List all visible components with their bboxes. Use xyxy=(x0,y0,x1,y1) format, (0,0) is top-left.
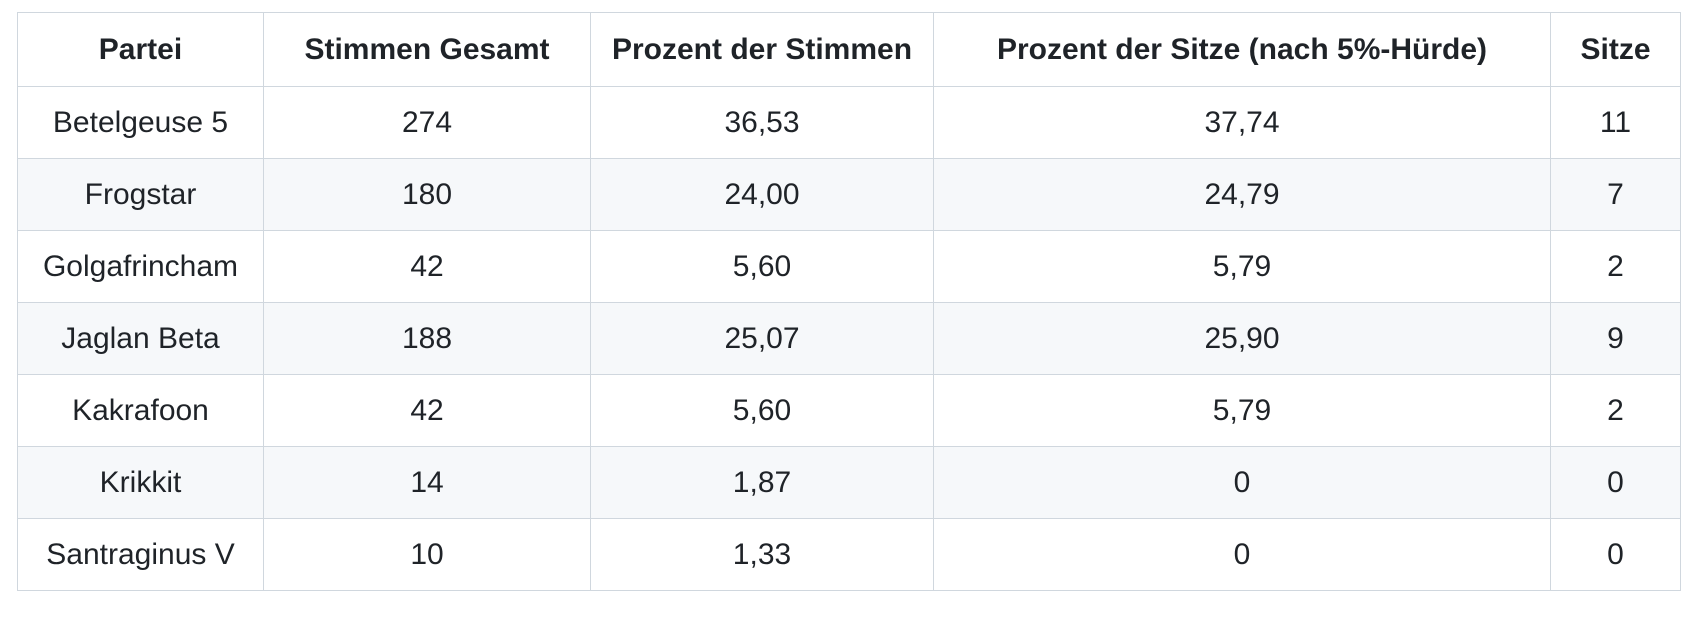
table-row: Santraginus V 10 1,33 0 0 xyxy=(17,518,1681,591)
cell-sitze: 2 xyxy=(1550,374,1681,447)
cell-partei: Frogstar xyxy=(17,158,264,231)
cell-partei: Santraginus V xyxy=(17,518,264,591)
cell-sitze: 9 xyxy=(1550,302,1681,375)
cell-prozent-der-stimmen: 36,53 xyxy=(590,86,934,159)
table-row: Golgafrincham 42 5,60 5,79 2 xyxy=(17,230,1681,303)
cell-prozent-der-sitze: 25,90 xyxy=(933,302,1551,375)
table-row: Kakrafoon 42 5,60 5,79 2 xyxy=(17,374,1681,447)
cell-sitze: 0 xyxy=(1550,518,1681,591)
cell-prozent-der-sitze: 5,79 xyxy=(933,374,1551,447)
header-cell-partei: Partei xyxy=(17,12,264,87)
table-row: Krikkit 14 1,87 0 0 xyxy=(17,446,1681,519)
cell-stimmen-gesamt: 188 xyxy=(263,302,591,375)
cell-prozent-der-stimmen: 5,60 xyxy=(590,374,934,447)
cell-stimmen-gesamt: 10 xyxy=(263,518,591,591)
cell-sitze: 0 xyxy=(1550,446,1681,519)
header-cell-prozent-der-sitze: Prozent der Sitze (nach 5%-Hürde) xyxy=(933,12,1551,87)
table-row: Betelgeuse 5 274 36,53 37,74 11 xyxy=(17,86,1681,159)
election-results-table: Partei Stimmen Gesamt Prozent der Stimme… xyxy=(17,12,1681,591)
cell-partei: Golgafrincham xyxy=(17,230,264,303)
cell-stimmen-gesamt: 14 xyxy=(263,446,591,519)
header-row: Partei Stimmen Gesamt Prozent der Stimme… xyxy=(17,12,1681,87)
cell-sitze: 2 xyxy=(1550,230,1681,303)
cell-prozent-der-stimmen: 1,87 xyxy=(590,446,934,519)
cell-stimmen-gesamt: 180 xyxy=(263,158,591,231)
page: Partei Stimmen Gesamt Prozent der Stimme… xyxy=(17,12,1681,591)
cell-prozent-der-stimmen: 1,33 xyxy=(590,518,934,591)
cell-partei: Jaglan Beta xyxy=(17,302,264,375)
header-cell-sitze: Sitze xyxy=(1550,12,1681,87)
cell-stimmen-gesamt: 42 xyxy=(263,230,591,303)
cell-partei: Kakrafoon xyxy=(17,374,264,447)
cell-stimmen-gesamt: 42 xyxy=(263,374,591,447)
cell-sitze: 11 xyxy=(1550,86,1681,159)
cell-prozent-der-sitze: 37,74 xyxy=(933,86,1551,159)
cell-prozent-der-stimmen: 24,00 xyxy=(590,158,934,231)
header-cell-stimmen-gesamt: Stimmen Gesamt xyxy=(263,12,591,87)
cell-prozent-der-sitze: 0 xyxy=(933,446,1551,519)
table-row: Jaglan Beta 188 25,07 25,90 9 xyxy=(17,302,1681,375)
cell-stimmen-gesamt: 274 xyxy=(263,86,591,159)
cell-prozent-der-sitze: 24,79 xyxy=(933,158,1551,231)
header-cell-prozent-der-stimmen: Prozent der Stimmen xyxy=(590,12,934,87)
cell-prozent-der-sitze: 0 xyxy=(933,518,1551,591)
cell-prozent-der-sitze: 5,79 xyxy=(933,230,1551,303)
cell-prozent-der-stimmen: 25,07 xyxy=(590,302,934,375)
cell-prozent-der-stimmen: 5,60 xyxy=(590,230,934,303)
cell-partei: Krikkit xyxy=(17,446,264,519)
table-row: Frogstar 180 24,00 24,79 7 xyxy=(17,158,1681,231)
cell-sitze: 7 xyxy=(1550,158,1681,231)
cell-partei: Betelgeuse 5 xyxy=(17,86,264,159)
